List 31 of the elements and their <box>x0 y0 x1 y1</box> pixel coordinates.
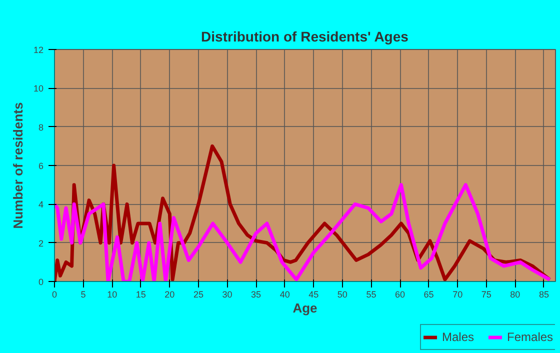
chart-title: Distribution of Residents' Ages <box>201 28 409 44</box>
legend-label: Males <box>442 330 474 344</box>
x-tick-label: 75 <box>481 290 492 300</box>
y-tick-label: 2 <box>38 238 44 248</box>
x-tick-label: 10 <box>107 290 118 300</box>
x-tick-label: 15 <box>136 290 146 300</box>
y-tick-label: 10 <box>33 84 44 94</box>
x-tick-label: 70 <box>452 290 463 300</box>
x-tick-label: 50 <box>337 290 348 300</box>
legend-label: Females <box>507 330 554 344</box>
line-series <box>54 183 552 282</box>
x-tick-label: 80 <box>510 290 520 300</box>
x-tick-label: 25 <box>193 290 204 300</box>
x-tick-label: 0 <box>52 290 58 300</box>
x-tick-label: 45 <box>308 290 319 300</box>
x-tick-label: 5 <box>80 290 86 300</box>
x-tick-label: 30 <box>222 290 232 300</box>
y-tick-label: 12 <box>33 45 44 55</box>
y-tick-label: 0 <box>38 277 44 287</box>
x-tick-label: 85 <box>538 290 549 300</box>
y-tick-label: 4 <box>38 200 44 210</box>
x-tick-label: 65 <box>424 290 434 300</box>
x-tick-label: 35 <box>251 290 262 300</box>
y-axis-title: Number of residents <box>10 102 26 229</box>
x-tick-label: 40 <box>280 290 290 300</box>
x-tick-label: 60 <box>395 290 406 300</box>
y-tick-label: 6 <box>38 161 44 171</box>
y-tick-label: 8 <box>38 122 44 132</box>
x-axis-title: Age <box>292 300 318 316</box>
x-tick-label: 55 <box>366 290 376 300</box>
x-tick-label: 20 <box>164 290 175 300</box>
